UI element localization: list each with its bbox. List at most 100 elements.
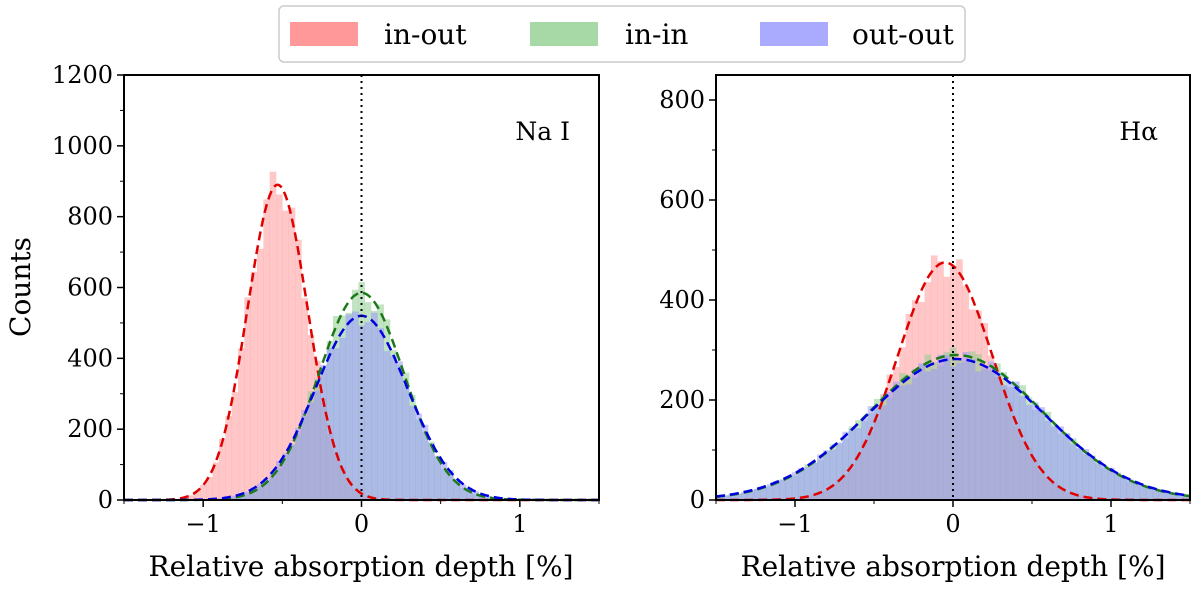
hist-bar-out-out bbox=[867, 406, 875, 500]
hist-bar-out-out bbox=[326, 347, 334, 500]
hist-bar-out-out bbox=[874, 405, 881, 500]
legend: in-out in-in out-out bbox=[278, 5, 966, 63]
hist-bar-out-out bbox=[1171, 493, 1178, 500]
hist-bar-in-out bbox=[231, 392, 239, 500]
hist-bar-in-out bbox=[238, 348, 245, 500]
hist-bar-out-out bbox=[760, 487, 767, 500]
y-tick-label: 200 bbox=[67, 415, 113, 443]
hist-bar-out-out bbox=[823, 450, 831, 500]
x-tick-label: 1 bbox=[512, 510, 527, 538]
x-tick-label: −1 bbox=[185, 510, 220, 538]
hist-bar-out-out bbox=[307, 402, 315, 500]
hist-bar-out-out bbox=[1063, 433, 1071, 500]
hist-bar-out-out bbox=[314, 390, 321, 500]
hist-bar-out-out bbox=[722, 495, 729, 500]
hist-bar-out-out bbox=[295, 427, 302, 500]
hist-bar-out-out bbox=[485, 496, 492, 500]
hist-bar-out-out bbox=[1044, 420, 1052, 500]
hist-bar-out-out bbox=[282, 453, 289, 500]
hist-bar-in-out bbox=[301, 298, 308, 500]
x-tick-label: 0 bbox=[945, 510, 960, 538]
hist-bar-out-out bbox=[753, 488, 761, 500]
hist-bar-out-out bbox=[791, 472, 799, 500]
hist-bar-out-out bbox=[949, 366, 957, 500]
hist-bar-out-out bbox=[466, 487, 473, 500]
hist-bar-out-out bbox=[421, 424, 429, 500]
hist-bar-out-out bbox=[396, 361, 403, 500]
fit-curves-layer bbox=[715, 261, 1191, 502]
hist-bar-out-out bbox=[1164, 492, 1172, 500]
hist-bar-out-out bbox=[1032, 402, 1039, 500]
y-tick-label: 400 bbox=[67, 344, 113, 372]
hist-bar-in-out bbox=[269, 171, 277, 501]
hist-bar-out-out bbox=[943, 355, 951, 500]
hist-bar-in-out bbox=[244, 297, 251, 500]
hist-bar-out-out bbox=[390, 355, 397, 500]
hist-bar-out-out bbox=[1025, 404, 1033, 500]
hist-bar-out-out bbox=[734, 493, 742, 500]
hist-bar-out-out bbox=[339, 337, 346, 500]
y-tick-label: 200 bbox=[659, 386, 705, 414]
hist-bar-in-out bbox=[219, 438, 226, 500]
hist-bar-out-out bbox=[333, 348, 340, 500]
legend-swatch-out-out bbox=[760, 22, 828, 46]
hist-bar-out-out bbox=[892, 381, 900, 500]
hist-bar-out-out bbox=[981, 366, 989, 500]
hist-bar-out-out bbox=[428, 443, 435, 500]
hist-bar-out-out bbox=[320, 364, 327, 500]
y-tick-label: 1200 bbox=[52, 61, 113, 89]
annotation-na-i: Na I bbox=[515, 117, 570, 146]
hist-bar-out-out bbox=[842, 431, 850, 500]
hist-bar-out-out bbox=[345, 314, 353, 500]
hist-bar-out-out bbox=[804, 466, 812, 500]
hist-bar-out-out bbox=[855, 428, 862, 500]
y-axis-label: Counts bbox=[4, 237, 37, 337]
hist-bar-out-out bbox=[1095, 463, 1102, 500]
hist-bar-out-out bbox=[364, 322, 372, 500]
hist-bar-out-out bbox=[1126, 479, 1134, 500]
hist-bar-out-out bbox=[861, 417, 868, 500]
hist-bar-out-out bbox=[962, 351, 970, 500]
hist-bar-out-out bbox=[886, 392, 894, 500]
hist-bar-out-out bbox=[772, 481, 780, 500]
hist-bar-out-out bbox=[987, 361, 995, 500]
hist-bar-out-out bbox=[785, 477, 793, 500]
y-tick-label: 600 bbox=[67, 274, 113, 302]
hist-bar-out-out bbox=[1158, 489, 1166, 500]
hist-bar-in-out bbox=[276, 194, 283, 500]
legend-swatch-in-out bbox=[290, 22, 358, 46]
fit-curve-in-out bbox=[716, 261, 1190, 502]
hist-bar-out-out bbox=[766, 484, 774, 500]
hist-bar-out-out bbox=[383, 351, 391, 500]
y-tick-label: 800 bbox=[67, 203, 113, 231]
hist-bar-out-out bbox=[747, 489, 755, 500]
y-tick-label: 800 bbox=[659, 86, 705, 114]
hist-bar-out-out bbox=[1107, 467, 1115, 500]
y-tick-label: 0 bbox=[690, 486, 705, 514]
hist-bar-out-out bbox=[263, 479, 270, 500]
annotation-h-alpha: Hα bbox=[1119, 117, 1158, 146]
axis-ticks: −1 0 1 0 200 400 600 800 bbox=[659, 86, 1191, 538]
hist-bar-out-out bbox=[930, 368, 938, 500]
hist-bar-out-out bbox=[1177, 494, 1184, 500]
hist-bar-out-out bbox=[1133, 481, 1140, 500]
hist-bar-out-out bbox=[1019, 395, 1026, 500]
hist-bar-in-out bbox=[193, 490, 201, 500]
hist-bar-in-out bbox=[200, 484, 207, 500]
hist-bar-out-out bbox=[453, 479, 460, 500]
hist-bar-out-out bbox=[829, 449, 837, 500]
legend-swatch-in-in bbox=[530, 22, 598, 46]
hist-bar-out-out bbox=[244, 491, 251, 500]
hist-bar-out-out bbox=[1114, 473, 1121, 500]
hist-bar-out-out bbox=[937, 354, 944, 500]
hist-bar-out-out bbox=[779, 480, 786, 500]
y-tick-label: 0 bbox=[98, 486, 113, 514]
x-tick-label: 1 bbox=[1103, 510, 1118, 538]
axis-ticks: −1 0 1 0 200 400 600 800 1000 1200 bbox=[52, 61, 600, 538]
hist-bar-in-out bbox=[225, 416, 232, 500]
hist-bar-in-out bbox=[288, 207, 296, 500]
hist-bar-out-out bbox=[1183, 495, 1191, 500]
y-tick-label: 400 bbox=[659, 286, 705, 314]
hist-bar-out-out bbox=[377, 328, 384, 500]
